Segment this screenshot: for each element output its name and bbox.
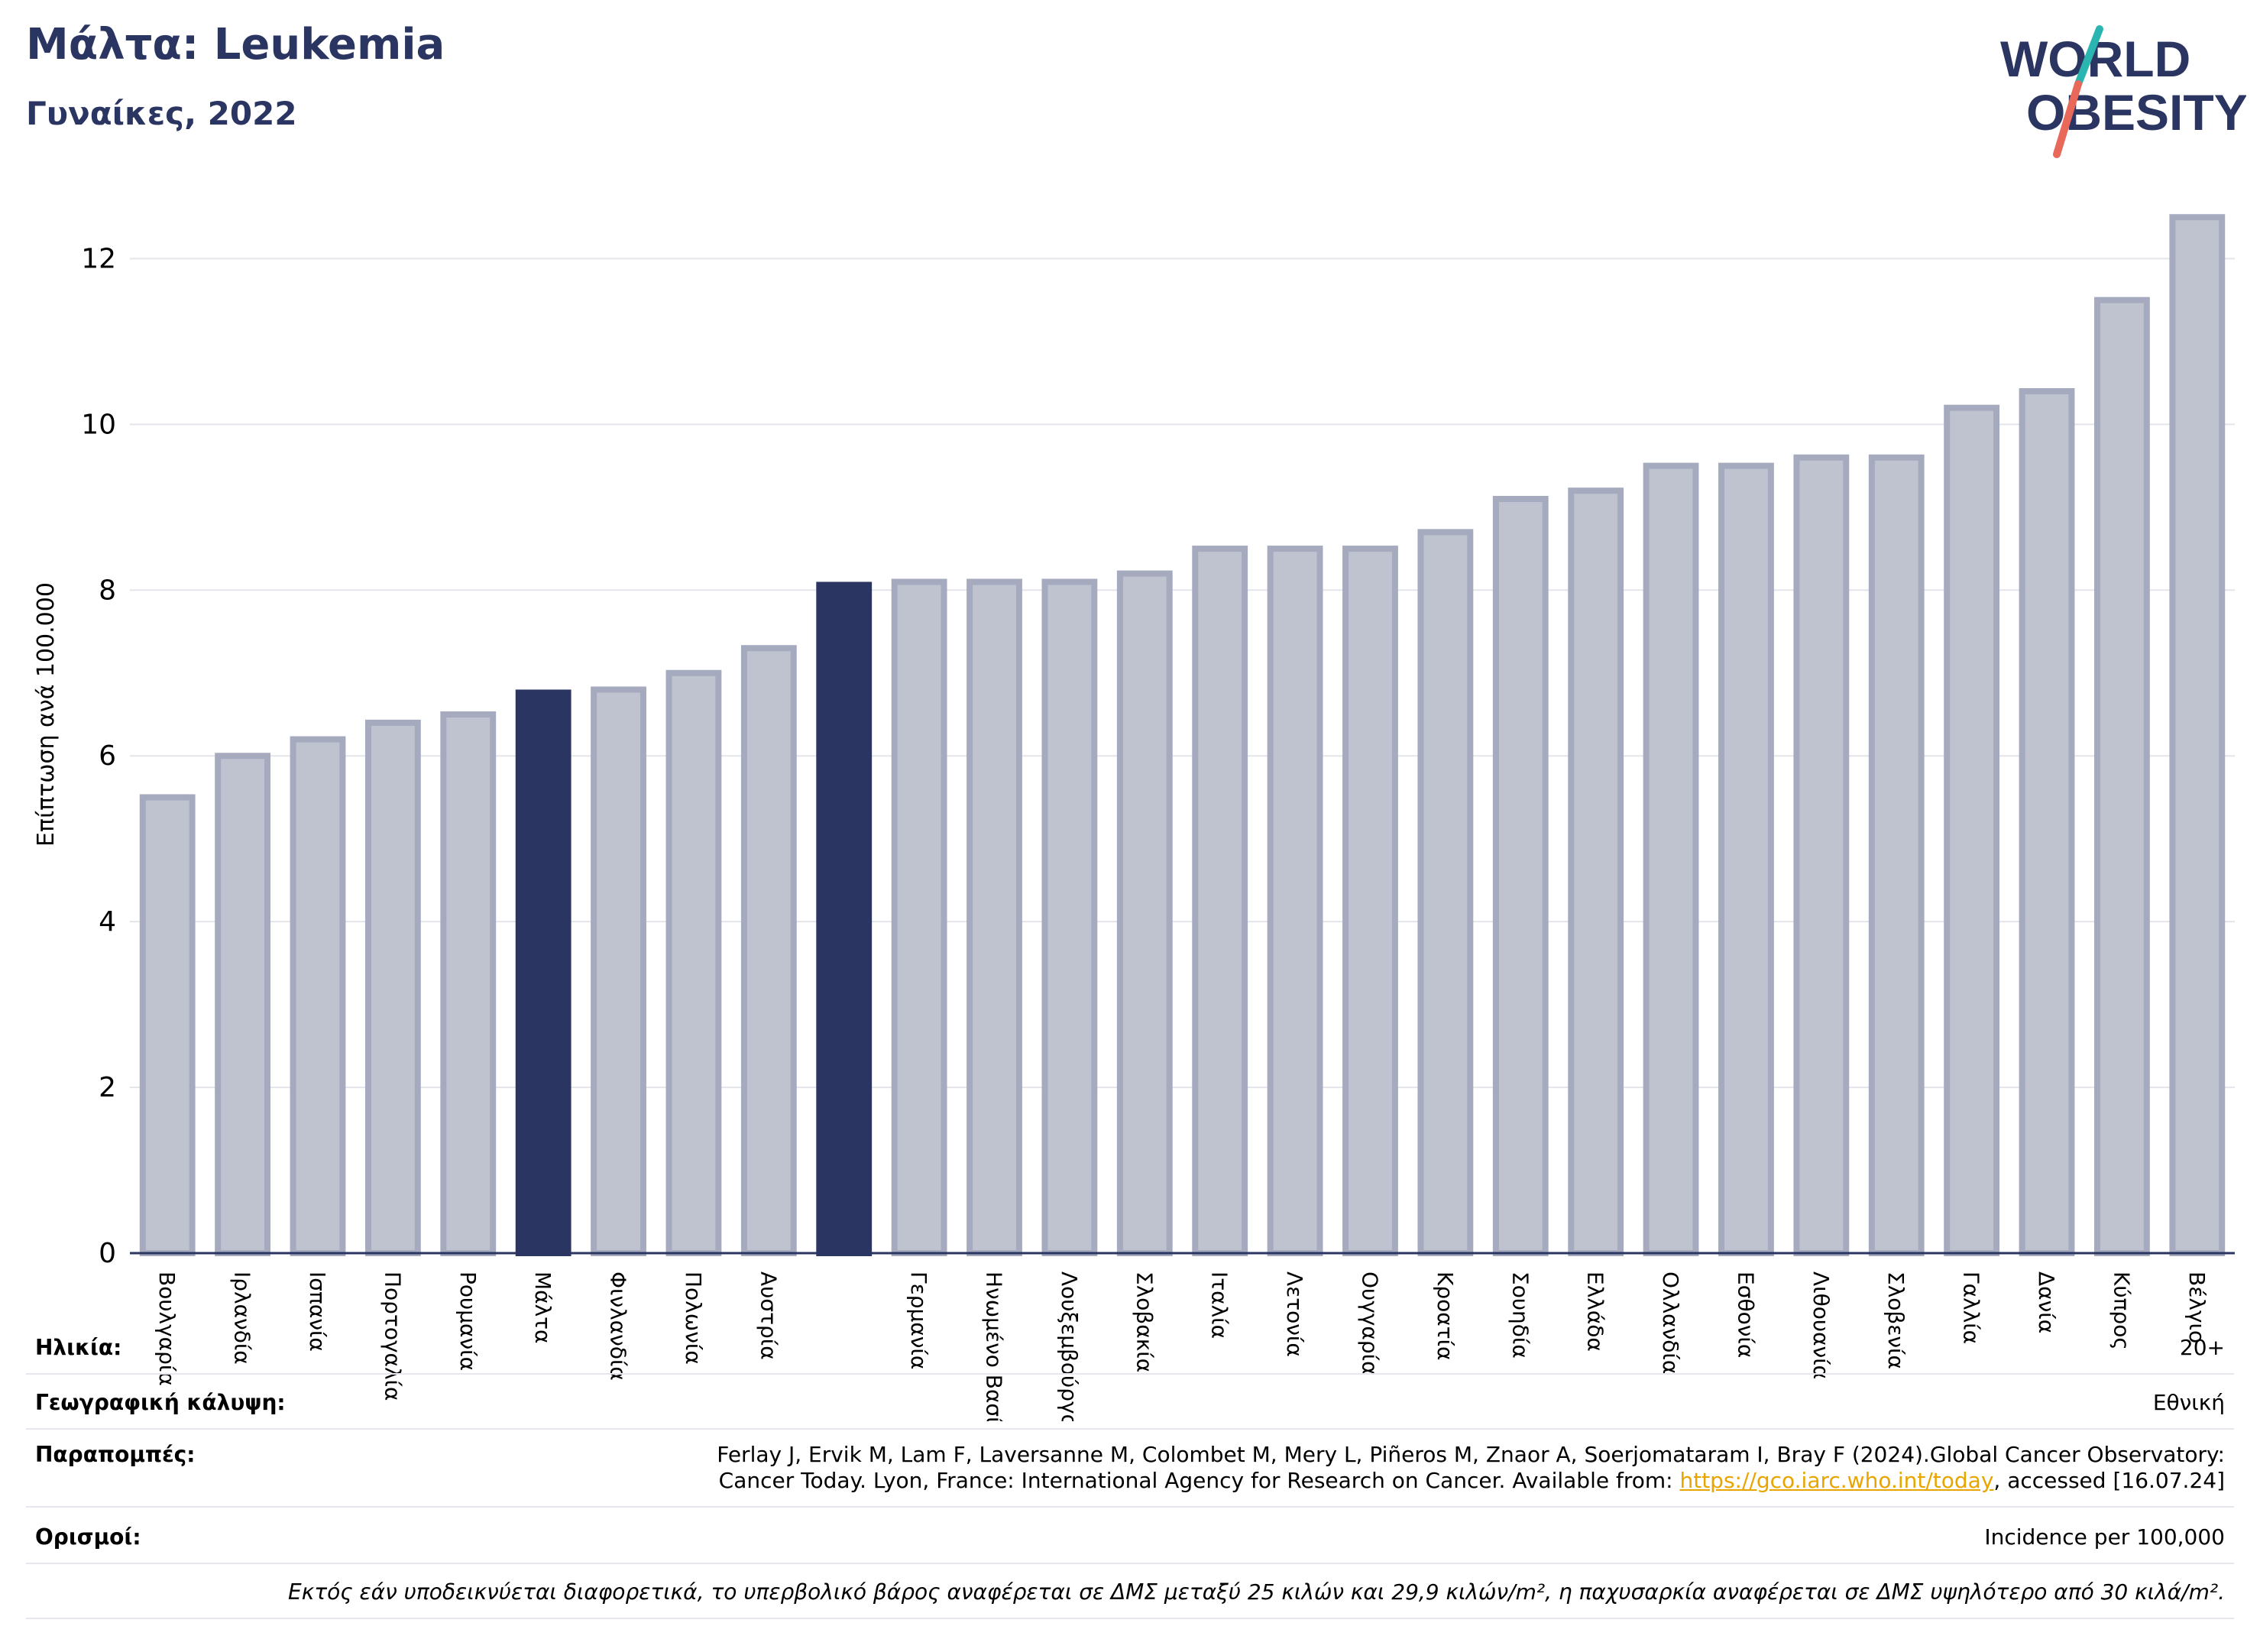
y-axis-label: Επίπτωση ανά 100.000	[33, 582, 60, 847]
bar	[1267, 546, 1323, 1256]
references-link[interactable]: https://gco.iarc.who.int/today	[1679, 1468, 1994, 1493]
x-tick-label: Γαλλία	[1959, 1271, 1984, 1344]
coverage-label: Γεωγραφική κάλυψη:	[35, 1390, 286, 1415]
references-line-2-start: Cancer Today. Lyon, France: Internationa…	[718, 1468, 1680, 1493]
info-row-coverage: Γεωγραφική κάλυψη: Εθνική	[26, 1375, 2234, 1430]
x-tick-label: Αυστρία	[756, 1271, 781, 1360]
bar	[1116, 570, 1173, 1256]
bar	[215, 753, 270, 1256]
bar	[966, 578, 1022, 1256]
x-tick-label: Ολλανδία	[1658, 1271, 1683, 1374]
age-value: 20+	[2179, 1335, 2225, 1360]
coverage-value: Εθνική	[2152, 1390, 2225, 1415]
x-tick-label: Λετονία	[1282, 1271, 1307, 1357]
bar-highlight	[816, 581, 873, 1256]
bar	[290, 736, 346, 1256]
x-tick-label: Ελλάδα	[1583, 1271, 1608, 1352]
logo-slash-teal	[2074, 25, 2103, 88]
x-tick-label: Βέλγιο	[2184, 1271, 2210, 1343]
y-tick-label: 12	[81, 243, 116, 274]
x-tick-label: Δανία	[2034, 1271, 2059, 1333]
y-tick-label: 6	[99, 740, 116, 772]
x-tick-label: Πορτογαλία	[380, 1271, 405, 1401]
x-tick-label: Φινλανδία	[606, 1271, 631, 1381]
bar	[1492, 496, 1549, 1256]
bar	[1643, 462, 1699, 1256]
x-tick-label: Πολωνία	[681, 1271, 706, 1365]
bar	[665, 669, 722, 1256]
x-tick-label: Σουηδία	[1507, 1271, 1533, 1359]
info-row-age: Ηλικία: 20+	[26, 1318, 2234, 1375]
y-tick-label: 4	[99, 906, 116, 938]
age-label: Ηλικία:	[35, 1335, 122, 1360]
references-line-1: Ferlay J, Ervik M, Lam F, Laversanne M, …	[717, 1442, 2225, 1467]
references-line-2: Cancer Today. Lyon, France: Internationa…	[717, 1468, 2225, 1494]
footnote: Εκτός εάν υποδεικνύεται διαφορετικά, το …	[288, 1579, 2225, 1605]
bar	[1718, 462, 1774, 1256]
bar	[440, 711, 497, 1256]
x-tick-label: Ουγγαρία	[1357, 1271, 1382, 1375]
x-tick-label: Σλοβακία	[1132, 1271, 1157, 1372]
x-tick-label: Ηνωμένο Βασίλειο	[982, 1271, 1007, 1421]
info-row-references: Παραπομπές: Ferlay J, Ervik M, Lam F, La…	[26, 1430, 2234, 1508]
x-tick-label: Γερμανία	[906, 1271, 931, 1369]
world-obesity-logo: WORLD OBESITY	[2000, 25, 2246, 158]
definitions-label: Ορισμοί:	[35, 1524, 141, 1550]
x-tick-label: Μάλτα	[530, 1271, 555, 1344]
bar	[1342, 546, 1398, 1256]
info-row-definitions: Ορισμοί: Incidence per 100,000	[26, 1508, 2234, 1564]
x-tick-label: Κύπρος	[2109, 1271, 2134, 1350]
references-label: Παραπομπές:	[35, 1442, 196, 1467]
bar-chart: 0 2 4 6 8 10 12 Επίπτωση ανά 100.000 Βουλγαρία Ιρ…	[33, 214, 2235, 1421]
x-tick-label: Λουξεμβούργο	[1057, 1271, 1082, 1421]
bar	[1417, 529, 1474, 1256]
bar	[1041, 578, 1098, 1256]
references-text: Ferlay J, Ervik M, Lam F, Laversanne M, …	[717, 1442, 2225, 1494]
bar	[2094, 296, 2150, 1257]
bar	[2019, 388, 2075, 1256]
bar	[139, 794, 196, 1256]
logo-slash-coral	[2053, 80, 2082, 158]
x-tick-label: Ρουμανία	[455, 1271, 481, 1371]
y-tick-label: 8	[99, 575, 116, 606]
bar	[1944, 404, 2000, 1257]
bar-highlight	[515, 689, 571, 1256]
bar	[1793, 454, 1850, 1256]
bar	[1192, 546, 1248, 1256]
bar	[1568, 488, 1624, 1256]
x-tick-label: Βουλγαρία	[154, 1271, 180, 1386]
bar	[1868, 454, 1925, 1256]
bar	[891, 578, 947, 1256]
x-tick-label: Εσθονία	[1733, 1271, 1758, 1358]
bar	[591, 686, 646, 1256]
x-tick-label: Ιταλία	[1207, 1271, 1232, 1339]
y-tick-label: 2	[99, 1072, 116, 1103]
x-tick-label: Σλοβενία	[1883, 1271, 1909, 1369]
x-tick-label: Λιθουανία	[1808, 1271, 1834, 1379]
page-subtitle: Γυναίκες, 2022	[26, 95, 297, 132]
definitions-value: Incidence per 100,000	[1984, 1524, 2225, 1550]
bar	[364, 719, 421, 1256]
x-tick-label: Ισπανία	[305, 1271, 330, 1352]
bar	[2169, 214, 2226, 1257]
references-line-2-end: , accessed [16.07.24]	[1993, 1468, 2225, 1493]
y-tick-label: 10	[81, 409, 116, 440]
y-tick-label: 0	[99, 1238, 116, 1269]
info-row-footnote: Εκτός εάν υποδεικνύεται διαφορετικά, το …	[26, 1564, 2234, 1619]
x-tick-label: Κροατία	[1433, 1271, 1458, 1361]
x-tick-label: Ιρλανδία	[230, 1271, 255, 1365]
page-title: Μάλτα: Leukemia	[26, 20, 445, 70]
bar	[740, 645, 797, 1256]
